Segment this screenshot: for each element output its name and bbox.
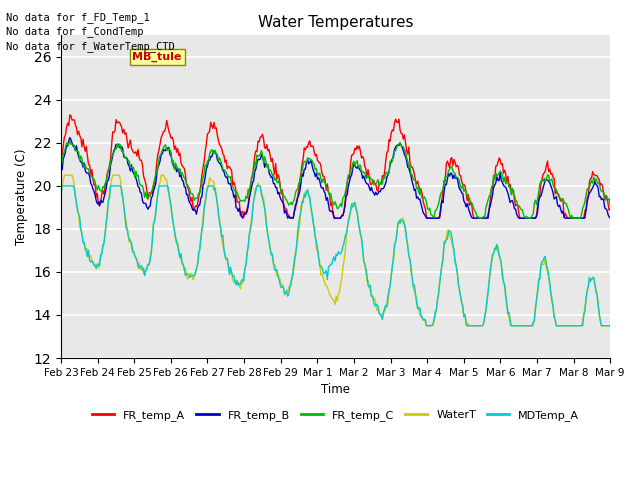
Text: No data for f_WaterTemp_CTD: No data for f_WaterTemp_CTD	[6, 41, 175, 52]
FR_temp_C	[595, 179, 603, 185]
FR_temp_A	[595, 177, 603, 182]
Line: FR_temp_A: FR_temp_A	[61, 115, 611, 218]
WaterT	[319, 275, 327, 280]
MDTemp_A	[422, 323, 430, 329]
FR_temp_A	[286, 216, 294, 221]
FR_temp_C	[57, 161, 65, 167]
WaterT	[57, 191, 65, 197]
Text: No data for f_CondTemp: No data for f_CondTemp	[6, 26, 144, 37]
MDTemp_A	[385, 287, 393, 293]
WaterT	[595, 313, 603, 319]
WaterT	[385, 292, 393, 298]
FR_temp_B	[239, 216, 246, 221]
FR_temp_B	[57, 165, 65, 171]
Line: MDTemp_A: MDTemp_A	[61, 186, 611, 326]
FR_temp_C	[319, 176, 327, 182]
WaterT	[607, 323, 614, 329]
FR_temp_C	[476, 216, 483, 221]
FR_temp_A	[607, 205, 614, 211]
FR_temp_B	[607, 216, 614, 221]
FR_temp_B	[387, 162, 394, 168]
FR_temp_C	[509, 192, 517, 198]
FR_temp_A	[509, 188, 517, 193]
FR_temp_B	[324, 195, 332, 201]
WaterT	[323, 283, 330, 288]
FR_temp_C	[323, 184, 330, 190]
WaterT	[422, 323, 430, 329]
FR_temp_A	[387, 138, 394, 144]
WaterT	[61, 172, 68, 178]
FR_temp_A	[356, 148, 364, 154]
FR_temp_B	[66, 135, 74, 141]
FR_temp_B	[509, 201, 517, 207]
FR_temp_C	[385, 170, 393, 176]
FR_temp_A	[320, 174, 328, 180]
X-axis label: Time: Time	[321, 383, 350, 396]
Line: FR_temp_C: FR_temp_C	[61, 141, 611, 218]
Text: MB_tule: MB_tule	[132, 52, 182, 62]
FR_temp_A	[57, 153, 65, 158]
FR_temp_C	[355, 163, 363, 168]
MDTemp_A	[319, 268, 327, 274]
MDTemp_A	[607, 323, 614, 329]
Y-axis label: Temperature (C): Temperature (C)	[15, 148, 28, 245]
WaterT	[355, 224, 363, 229]
Line: WaterT: WaterT	[61, 175, 611, 326]
FR_temp_A	[324, 181, 332, 187]
Line: FR_temp_B: FR_temp_B	[61, 138, 611, 218]
FR_temp_B	[595, 194, 603, 200]
FR_temp_B	[356, 168, 364, 173]
FR_temp_A	[66, 112, 74, 118]
Legend: FR_temp_A, FR_temp_B, FR_temp_C, WaterT, MDTemp_A: FR_temp_A, FR_temp_B, FR_temp_C, WaterT,…	[88, 406, 584, 425]
MDTemp_A	[323, 268, 330, 274]
Text: No data for f_FD_Temp_1: No data for f_FD_Temp_1	[6, 12, 150, 23]
FR_temp_C	[607, 202, 614, 208]
MDTemp_A	[355, 225, 363, 231]
WaterT	[509, 323, 517, 329]
MDTemp_A	[509, 323, 517, 329]
FR_temp_B	[320, 189, 328, 194]
MDTemp_A	[57, 192, 65, 198]
MDTemp_A	[595, 311, 603, 316]
Title: Water Temperatures: Water Temperatures	[258, 15, 413, 30]
MDTemp_A	[58, 183, 66, 189]
FR_temp_C	[66, 138, 74, 144]
